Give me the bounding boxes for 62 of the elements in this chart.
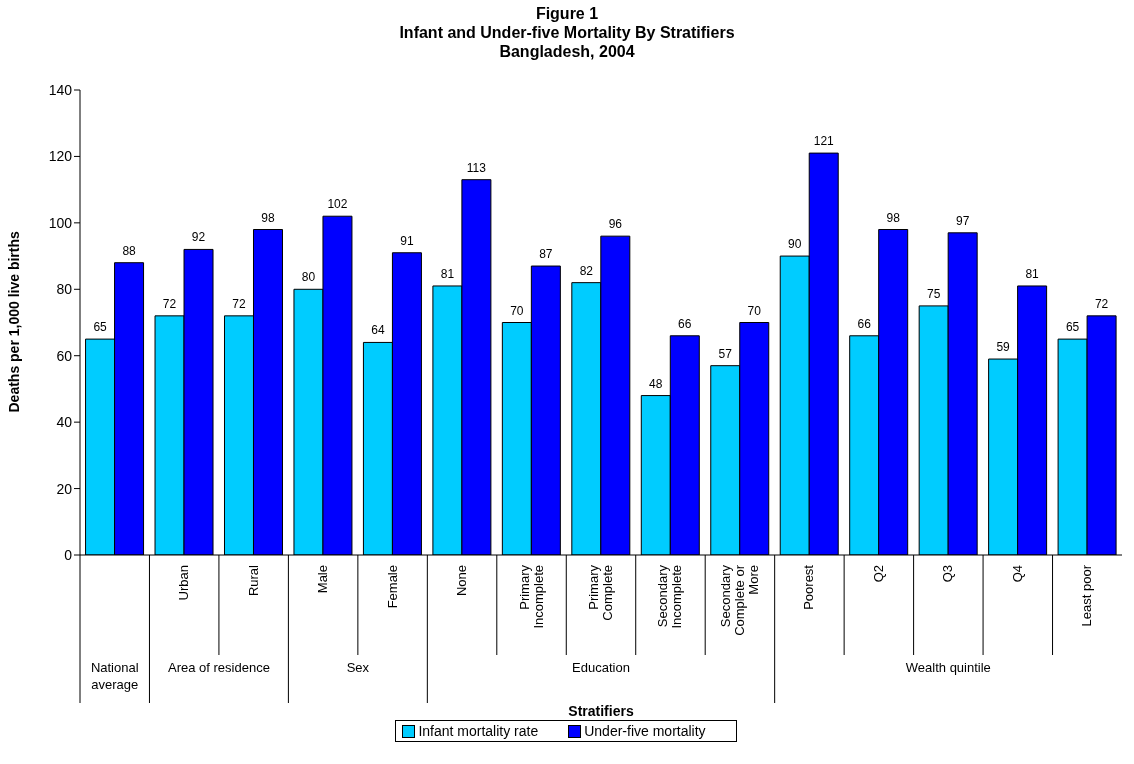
x-tick-label: Secondary Complete or More [717, 564, 761, 636]
y-tick-label: 20 [56, 480, 73, 497]
x-tick-label: Q3 [940, 565, 956, 583]
x-tick-label: Poorest [801, 564, 817, 610]
data-label: 72 [1094, 296, 1109, 311]
x-tick-label: Urban [176, 565, 192, 601]
x-tick-label: Rural [245, 564, 261, 597]
data-label: 88 [122, 243, 137, 258]
data-label: 66 [857, 316, 872, 331]
x-tick-label: Primary Complete [586, 564, 615, 621]
data-label: 70 [747, 303, 762, 318]
data-label: 65 [1065, 320, 1080, 335]
x-tick-label: Secondary Incomplete [655, 564, 685, 629]
text: Wealth quintile [905, 660, 991, 675]
x-tick-label: Primary Incomplete [516, 564, 546, 629]
x-axis-title: Stratifiers [568, 703, 634, 719]
y-tick-label: 100 [48, 214, 73, 231]
y-tick-label: 140 [48, 81, 73, 98]
y-tick-label: 120 [48, 148, 73, 165]
y-tick-label: 60 [56, 347, 73, 364]
legend-label: Under-five mortality [583, 723, 706, 739]
x-tick-label: None [454, 565, 470, 597]
text: Sex [346, 660, 370, 675]
x-tick-label: Least poor [1079, 564, 1095, 627]
x-tick-label: Q4 [1009, 565, 1025, 583]
data-label: 82 [579, 263, 594, 278]
chart-title: Figure 1 Infant and Under-five Mortality By Stratifiers Bangladesh, 2004 [398, 4, 736, 61]
data-label: 98 [261, 210, 275, 225]
data-label: 96 [608, 217, 623, 232]
data-label: 48 [649, 376, 663, 391]
text: Education [572, 660, 630, 675]
data-label: 72 [162, 296, 177, 311]
data-label: 97 [955, 213, 970, 228]
data-label: 80 [301, 270, 316, 285]
text: National average [90, 660, 139, 692]
x-tick-label: Q2 [870, 565, 886, 583]
x-tick-label: Female [384, 565, 400, 609]
data-label: 121 [813, 134, 835, 149]
data-label: 57 [718, 346, 733, 361]
data-label: 81 [440, 266, 455, 281]
x-tick-label: Male [315, 565, 331, 594]
data-label: 66 [678, 316, 692, 331]
legend-label: Infant mortality rate [417, 723, 539, 739]
y-axis-title: Deaths per 1,000 live births [5, 230, 22, 413]
data-label: 98 [886, 210, 901, 225]
data-label: 75 [926, 286, 941, 301]
data-label: 64 [371, 323, 385, 338]
y-tick-label: 40 [56, 414, 73, 431]
data-label: 65 [93, 320, 108, 335]
data-label: 90 [788, 237, 802, 252]
data-label: 102 [327, 197, 348, 212]
data-label: 70 [510, 303, 524, 318]
data-label: 87 [539, 247, 553, 262]
data-label: 91 [400, 233, 414, 248]
y-tick-label: 80 [56, 281, 73, 298]
data-label: 113 [466, 160, 487, 175]
data-label: 92 [191, 230, 206, 245]
y-tick-label: 0 [64, 546, 73, 563]
data-label: 72 [232, 296, 246, 311]
data-label: 59 [996, 340, 1011, 355]
data-label: 81 [1025, 266, 1040, 281]
text: Area of residence [167, 660, 270, 675]
